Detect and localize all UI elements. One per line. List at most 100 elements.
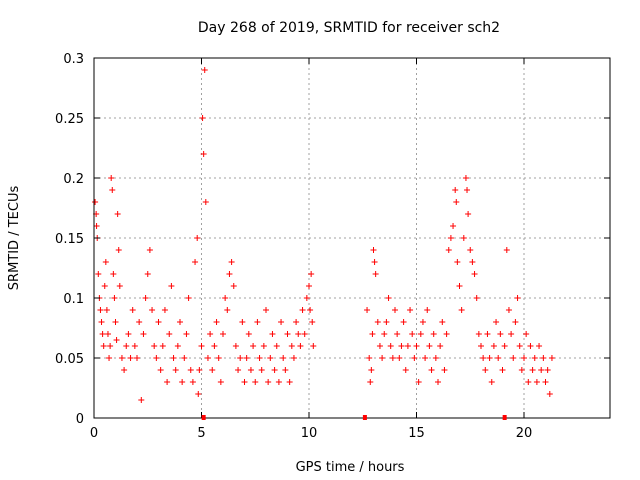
data-point <box>100 343 107 349</box>
data-point <box>168 283 175 289</box>
chart-title: Day 268 of 2019, SRMTID for receiver sch… <box>198 20 500 36</box>
data-point <box>428 367 435 373</box>
data-point <box>209 367 216 373</box>
data-point <box>290 355 297 361</box>
data-point <box>437 343 444 349</box>
data-point <box>536 343 543 349</box>
data-point <box>187 367 194 373</box>
data-point <box>138 397 145 403</box>
data-point <box>422 355 429 361</box>
data-point <box>174 343 181 349</box>
data-point <box>385 295 392 301</box>
data-point <box>153 355 160 361</box>
data-point <box>99 331 106 337</box>
data-point <box>503 247 510 253</box>
y-tick-label: 0.25 <box>55 112 84 127</box>
data-point <box>129 307 136 313</box>
data-point <box>222 295 229 301</box>
data-point <box>374 319 381 325</box>
data-point <box>116 283 123 289</box>
data-point <box>201 67 208 73</box>
data-point <box>258 367 265 373</box>
data-point <box>510 355 517 361</box>
data-point <box>177 319 183 325</box>
data-point <box>101 283 108 289</box>
data-point <box>252 379 259 385</box>
data-point <box>109 187 116 193</box>
data-point <box>371 259 378 265</box>
data-point <box>417 331 424 337</box>
axis-ticks: 0 5 10 15 20 0 0.05 0.1 0.15 0.2 0.25 0.3 <box>55 52 610 441</box>
data-point <box>111 295 118 301</box>
data-point <box>299 307 306 313</box>
data-point <box>198 343 205 349</box>
data-point <box>376 343 383 349</box>
data-point <box>136 319 143 325</box>
data-point <box>267 355 274 361</box>
data-point <box>275 379 282 385</box>
data-point <box>411 355 418 361</box>
data-point <box>415 379 422 385</box>
data-point <box>389 355 396 361</box>
data-point <box>140 331 147 337</box>
data-point <box>379 355 386 361</box>
data-point <box>310 343 317 349</box>
data-point <box>241 379 248 385</box>
data-point <box>107 343 114 349</box>
data-point <box>235 367 242 373</box>
data-point <box>195 391 202 397</box>
data-point <box>447 235 454 241</box>
data-point <box>127 355 134 361</box>
data-point <box>170 355 177 361</box>
data-point <box>465 211 472 217</box>
y-tick-label: 0.2 <box>63 172 84 187</box>
data-point <box>280 355 287 361</box>
data-point <box>482 367 489 373</box>
data-point <box>121 367 128 373</box>
data-point <box>95 271 102 277</box>
data-point <box>369 331 376 337</box>
data-point <box>211 343 218 349</box>
data-point <box>542 379 549 385</box>
data-point <box>518 367 525 373</box>
data-point <box>493 319 500 325</box>
data-point <box>303 295 310 301</box>
data-point <box>523 331 530 337</box>
data-point <box>516 343 523 349</box>
data-point <box>113 337 120 343</box>
data-point <box>546 391 553 397</box>
data-point <box>110 271 117 277</box>
data-point <box>495 355 502 361</box>
data-point <box>548 355 555 361</box>
data-point <box>490 343 497 349</box>
data-point <box>452 187 459 193</box>
data-point <box>92 199 99 205</box>
data-point <box>282 367 289 373</box>
data-point <box>533 379 540 385</box>
data-point <box>226 271 233 277</box>
data-point <box>367 379 374 385</box>
data-point <box>155 319 162 325</box>
data-point <box>269 331 276 337</box>
x-tick-label: 20 <box>516 426 533 441</box>
data-point <box>265 379 272 385</box>
data-point <box>247 367 254 373</box>
data-point <box>295 331 302 337</box>
data-point <box>306 283 312 289</box>
data-point <box>435 379 441 385</box>
data-point <box>529 367 536 373</box>
data-point <box>97 307 104 313</box>
data-point <box>239 319 246 325</box>
data-point <box>204 355 211 361</box>
data-point <box>134 355 140 361</box>
x-tick-label: 5 <box>197 426 205 441</box>
data-point <box>131 343 138 349</box>
data-point <box>142 295 149 301</box>
data-point <box>228 259 235 265</box>
y-tick-label: 0.3 <box>63 52 84 67</box>
data-point <box>368 367 375 373</box>
data-point <box>497 331 504 337</box>
data-point <box>202 199 209 205</box>
data-point <box>159 343 166 349</box>
data-point <box>370 247 377 253</box>
